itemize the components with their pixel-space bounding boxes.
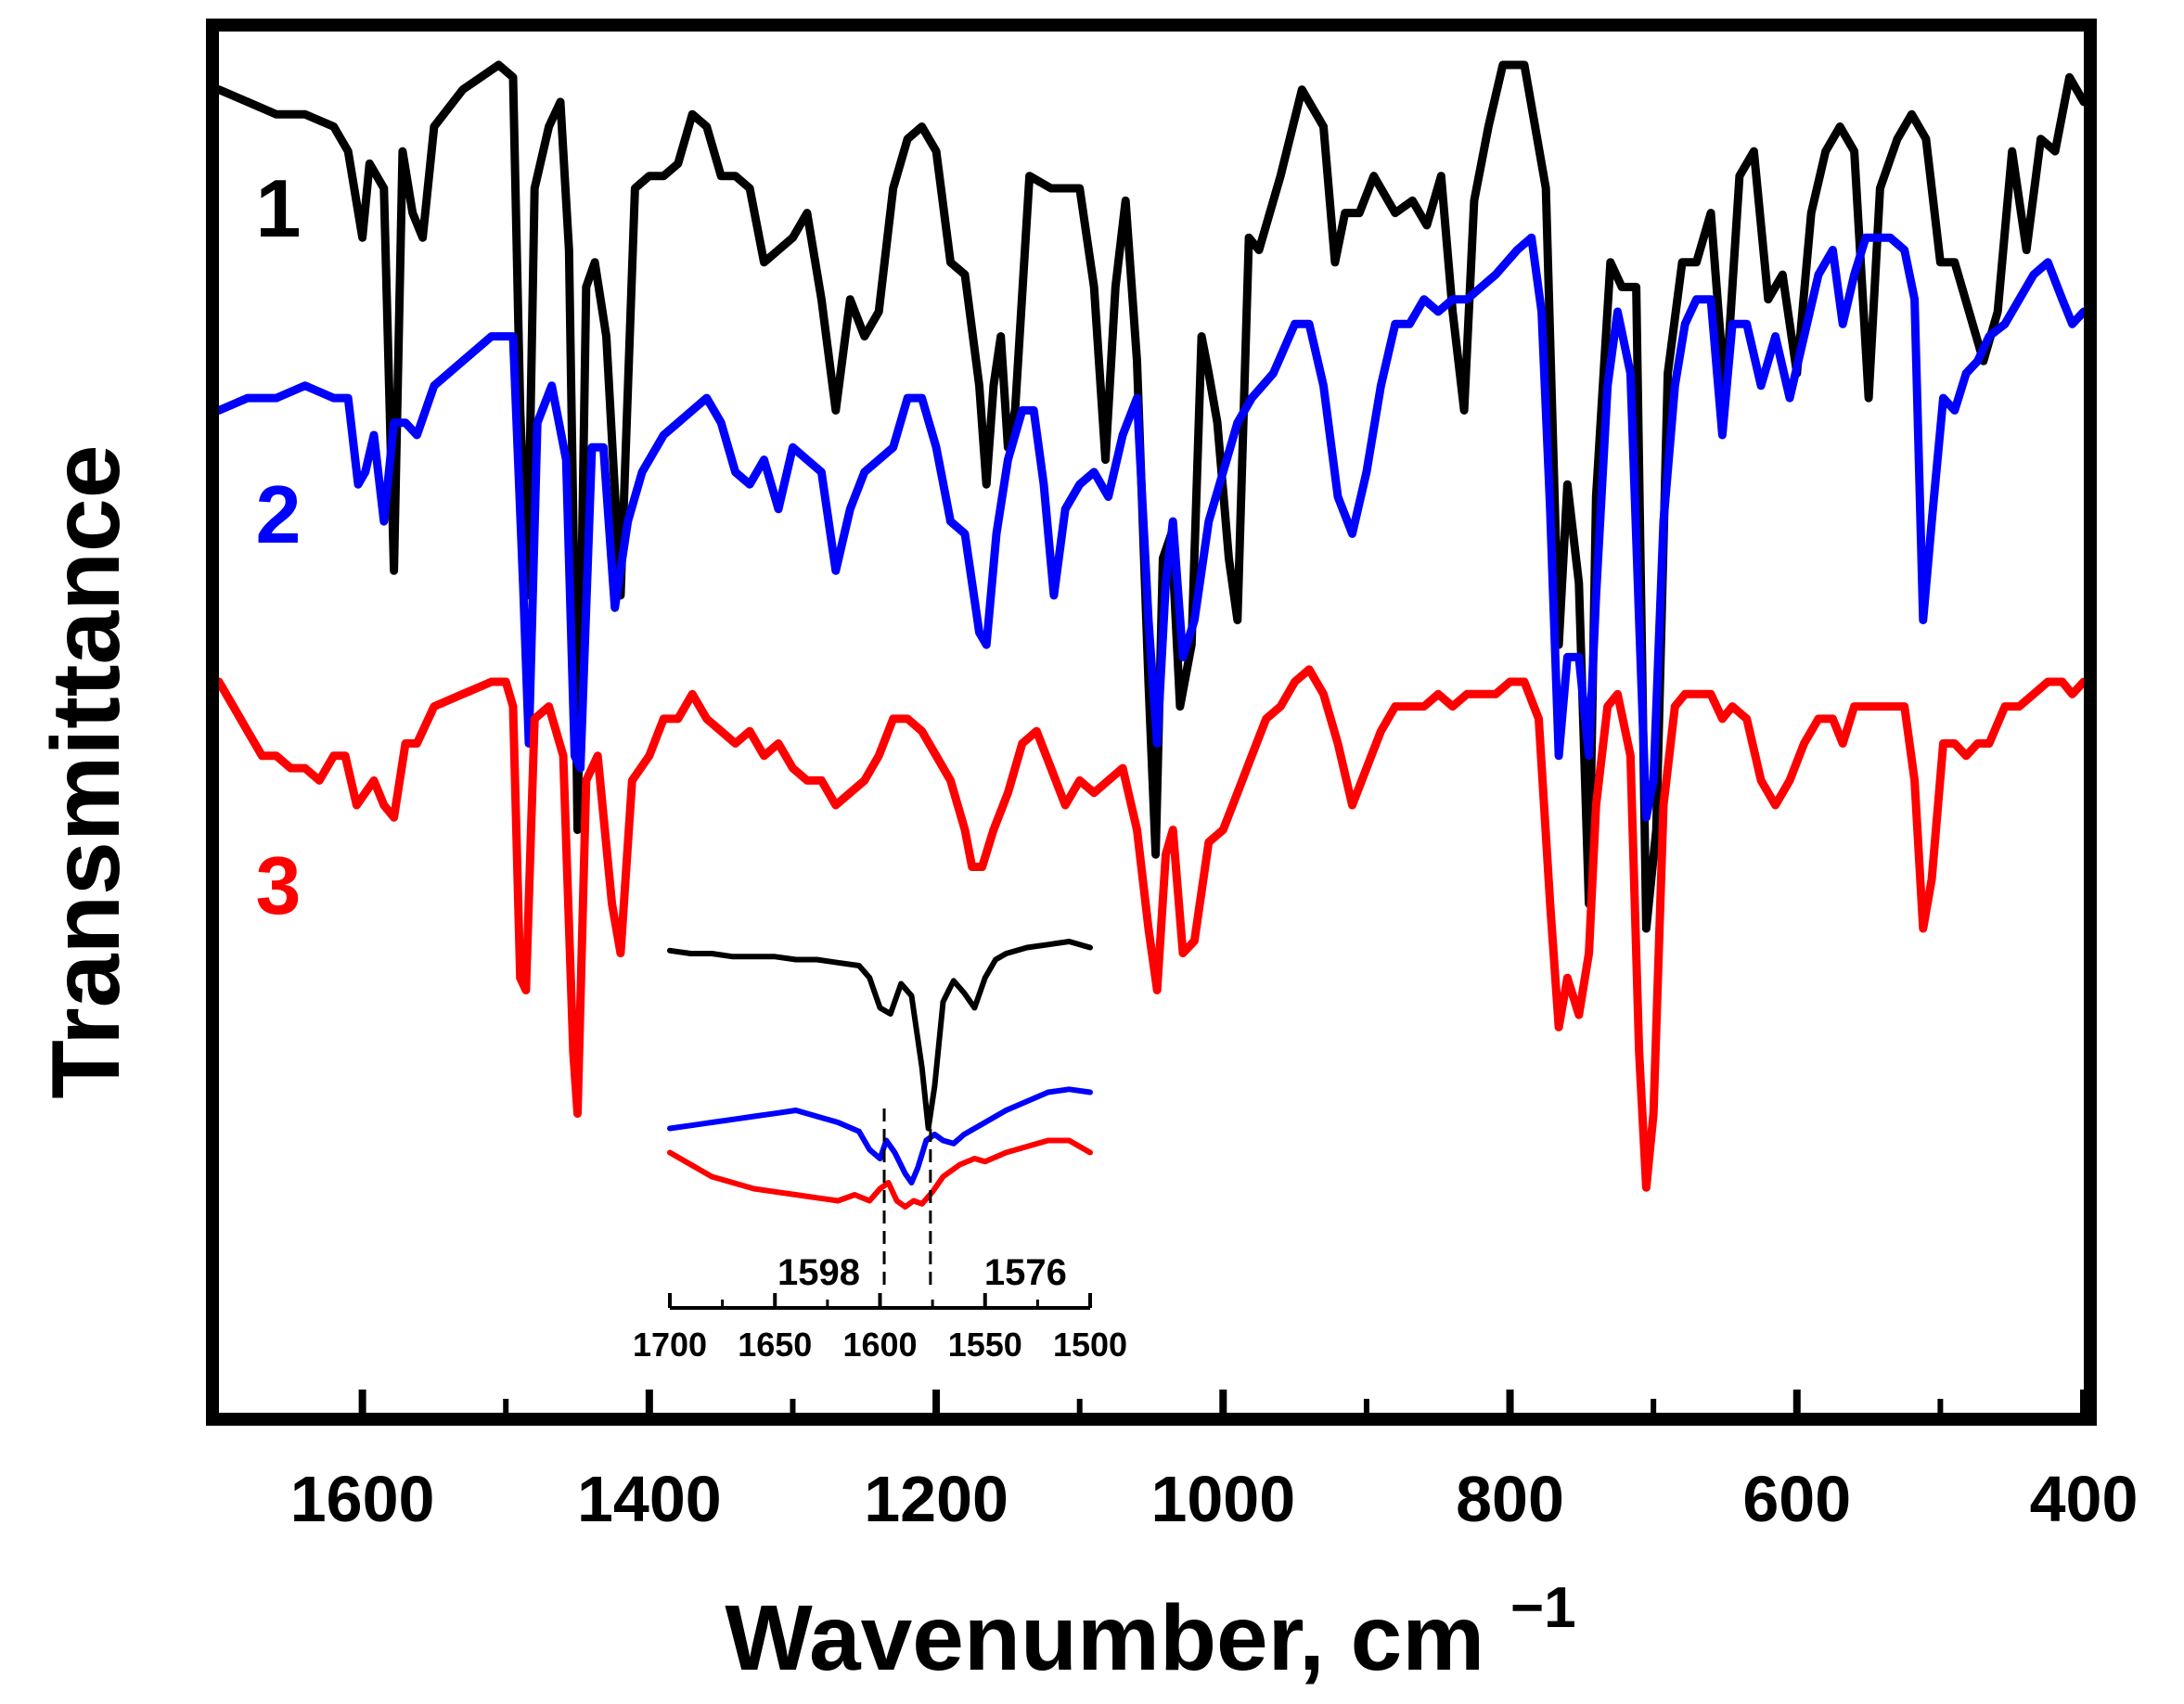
inset-series-line-1 xyxy=(667,939,1093,1132)
x-axis-title-exponent: −1 xyxy=(1510,1576,1576,1640)
inset-x-tick-label: 1650 xyxy=(738,1326,812,1364)
inset-x-tick-label: 1600 xyxy=(842,1326,917,1364)
x-axis-title-text: Wavenumber, cm xyxy=(725,1586,1484,1690)
inset-peak-label: 1598 xyxy=(777,1252,860,1293)
y-axis-title: Transmittance xyxy=(32,444,140,1098)
series-line-3 xyxy=(214,665,2088,1192)
x-tick-label: 800 xyxy=(1456,1463,1564,1535)
x-tick-label: 600 xyxy=(1742,1463,1851,1535)
x-tick-label: 1000 xyxy=(1150,1463,1295,1535)
main-series-layer xyxy=(214,60,2088,1192)
inset-peak-label: 1576 xyxy=(984,1252,1067,1293)
trace-label-3: 3 xyxy=(256,839,302,931)
inset-x-tick-label: 1700 xyxy=(633,1326,707,1364)
inset-series-line-2 xyxy=(667,1086,1093,1185)
inset-x-tick-label: 1500 xyxy=(1053,1326,1127,1364)
x-tick-label: 400 xyxy=(2030,1463,2139,1535)
series-line-1 xyxy=(214,60,2088,933)
x-tick-label: 1600 xyxy=(290,1463,435,1535)
trace-labels-layer: 1 2 3 xyxy=(256,162,302,931)
x-axis-title: Wavenumber, cm −1 xyxy=(725,1576,1575,1690)
series-line-2 xyxy=(214,233,2088,822)
x-tick-label: 1200 xyxy=(864,1463,1008,1535)
x-tick-label: 1400 xyxy=(577,1463,722,1535)
inset-plot: 1700 1650 1600 1550 1500 1598 1576 xyxy=(633,939,1127,1364)
x-ticks-layer: 1600 1400 1200 1000 800 600 400 xyxy=(290,1390,2139,1535)
inset-series-line-3 xyxy=(667,1137,1093,1210)
trace-label-2: 2 xyxy=(256,468,302,560)
inset-x-tick-label: 1550 xyxy=(948,1326,1022,1364)
plot-frame xyxy=(206,19,2097,1426)
trace-label-1: 1 xyxy=(256,162,302,254)
